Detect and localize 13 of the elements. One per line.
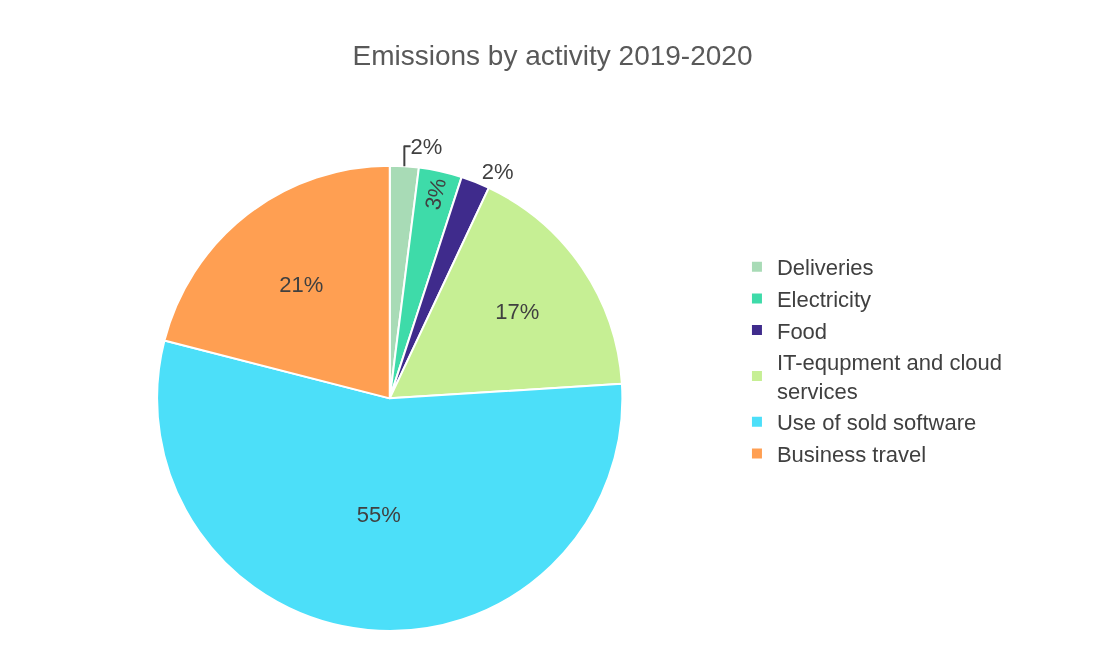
legend-label: Business travel <box>776 441 927 467</box>
data-label: 3% <box>419 175 452 213</box>
data-label: 17% <box>495 299 540 325</box>
legend-label: Deliveries <box>776 255 874 281</box>
chart-title: Emissions by activity 2019-2020 <box>352 40 753 72</box>
data-label: 2% <box>481 158 514 184</box>
data-label: 55% <box>356 501 401 527</box>
data-label: 21% <box>279 271 324 297</box>
data-label: 2% <box>410 133 443 159</box>
legend-label: IT-equpment and cloud services <box>776 350 1002 404</box>
legend-label: Use of sold software <box>776 410 977 436</box>
legend-label: Electricity <box>776 286 872 312</box>
legend-label: Food <box>776 318 828 344</box>
